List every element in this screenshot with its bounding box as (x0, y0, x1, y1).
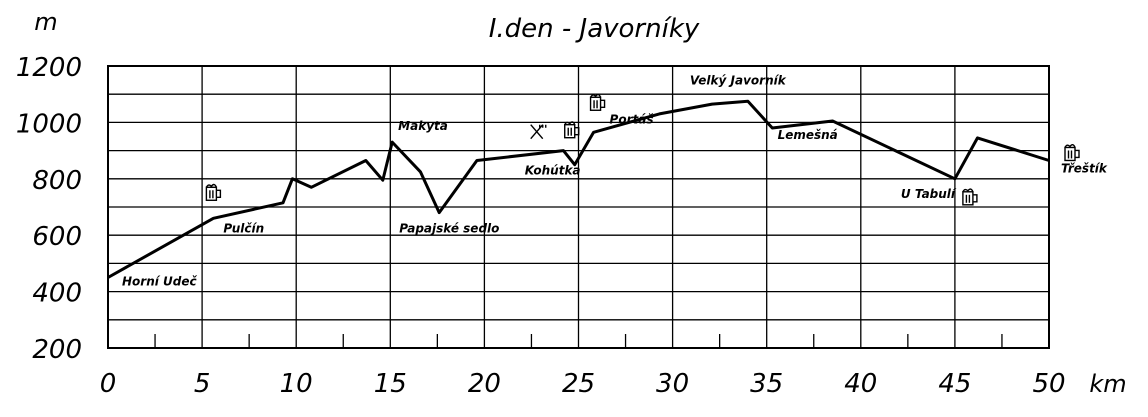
x-tick-label: 40 (844, 369, 877, 399)
y-tick-label: 1000 (16, 109, 82, 139)
x-tick-label: 5 (194, 369, 211, 399)
y-tick-label: 200 (32, 335, 82, 365)
fork-knife-icon (530, 124, 547, 140)
y-tick-label: 1200 (16, 53, 82, 83)
place-label: Horní Udeč (122, 275, 198, 289)
x-axis-unit: km (1089, 370, 1126, 398)
mug-foam (1064, 144, 1076, 148)
x-tick-label: 20 (468, 369, 501, 399)
mug-foam (564, 121, 576, 126)
place-label: Kohútka (525, 164, 581, 178)
mug-body (962, 191, 974, 206)
place-label: Makyta (398, 119, 448, 133)
x-tick-label: 50 (1032, 369, 1065, 399)
place-label: Portáš (610, 112, 654, 126)
beer-mug-icon (962, 188, 978, 206)
mug-body (1064, 146, 1076, 162)
y-tick-label: 400 (32, 279, 82, 309)
place-label: Velký Javorník (690, 73, 787, 87)
fork-tines (539, 124, 547, 128)
mug-body (589, 96, 602, 111)
x-tick-label: 35 (750, 369, 783, 399)
mug-handle (216, 189, 222, 198)
mug-handle (972, 194, 978, 203)
axis-ticks: 0 5 10 15 20 25 30 35 40 45 50 200 400 600 800 1000 1200 (16, 53, 1066, 399)
grid (107, 65, 1050, 349)
y-axis-unit: m (34, 8, 57, 36)
place-label: U Tabulí (901, 187, 957, 201)
x-tick-label: 15 (374, 369, 407, 399)
place-labels: Horní Udeč Pulčín Makyta Papajské sedlo Kohú… (122, 73, 1108, 288)
mug-foam (205, 183, 218, 188)
mug-foam (962, 188, 974, 193)
profile-line-group (107, 99, 1050, 279)
x-tick-label: 45 (938, 369, 971, 399)
fork (530, 124, 544, 140)
chart-title: I.den - Javorníky (489, 14, 700, 44)
mug-body (205, 186, 218, 201)
place-label: Papajské sedlo (399, 222, 499, 236)
elevation-profile-line (107, 99, 1050, 279)
y-tick-label: 600 (32, 222, 82, 252)
x-tick-label: 30 (656, 369, 689, 399)
mug-handle (600, 99, 606, 108)
mug-body (564, 123, 576, 139)
mug-handle (574, 126, 580, 136)
x-tick-label: 0 (100, 369, 117, 399)
beer-mug-icon (1064, 144, 1080, 162)
x-tick-label: 25 (562, 369, 595, 399)
mug-handle (1075, 149, 1080, 159)
place-label: Třeštík (1061, 161, 1108, 175)
y-tick-label: 800 (32, 166, 82, 196)
beer-mug-icon (205, 183, 222, 201)
mug-foam (589, 93, 602, 98)
place-label: Lemešná (778, 128, 838, 142)
x-tick-label: 10 (280, 369, 313, 399)
place-label: Pulčín (223, 221, 264, 235)
beer-mug-icon (564, 121, 580, 139)
beer-mug-icon (589, 93, 606, 111)
